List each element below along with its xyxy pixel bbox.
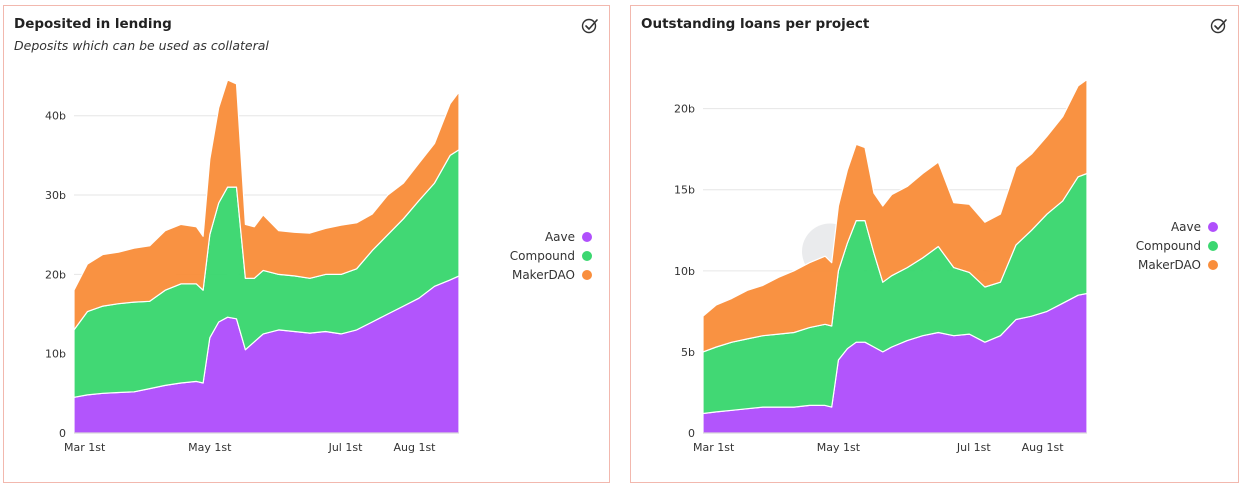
- legend-label[interactable]: Compound: [510, 249, 575, 263]
- legend-label[interactable]: MakerDAO: [1138, 258, 1201, 272]
- legend-swatch-compound[interactable]: [1208, 241, 1218, 251]
- legend-label[interactable]: Aave: [1171, 220, 1201, 234]
- area-series-makerdao[interactable]: [702, 78, 1088, 353]
- legend-label[interactable]: Compound: [1136, 239, 1201, 253]
- panel-subtitle: Deposits which can be used as collateral: [14, 38, 269, 53]
- chart-panel-loans: Outstanding loans per project 0 5b 10b 15b 2…: [630, 5, 1239, 483]
- x-tick-label: Aug 1st: [1022, 441, 1065, 454]
- legend-swatch-compound[interactable]: [582, 251, 592, 261]
- y-tick-label: 10b: [45, 348, 66, 361]
- y-tick-label: 15b: [674, 184, 695, 197]
- y-tick-label: 20b: [674, 103, 695, 116]
- x-tick-label: Mar 1st: [64, 441, 106, 454]
- y-tick-label: 10b: [674, 265, 695, 278]
- legend-label[interactable]: MakerDAO: [512, 268, 575, 282]
- y-tick-label: 5b: [681, 346, 695, 359]
- x-tick-label: May 1st: [188, 441, 232, 454]
- legend-swatch-makerdao[interactable]: [1208, 260, 1218, 270]
- x-tick-label: Jul 1st: [328, 441, 363, 454]
- area-series-makerdao[interactable]: [73, 79, 460, 331]
- x-tick-label: Aug 1st: [393, 441, 436, 454]
- legend-swatch-makerdao[interactable]: [582, 270, 592, 280]
- check-circle-icon[interactable]: [1210, 17, 1228, 35]
- x-tick-label: Jul 1st: [956, 441, 991, 454]
- y-tick-label: 0: [59, 427, 66, 440]
- panel-title: Outstanding loans per project: [641, 16, 870, 32]
- legend-label[interactable]: Aave: [545, 230, 575, 244]
- x-tick-label: May 1st: [817, 441, 861, 454]
- panel-title: Deposited in lending: [14, 16, 172, 32]
- x-tick-label: Mar 1st: [693, 441, 735, 454]
- legend-swatch-aave[interactable]: [1208, 222, 1218, 232]
- y-tick-label: 20b: [45, 268, 66, 281]
- y-tick-label: 30b: [45, 189, 66, 202]
- chart-panel-deposited: Deposited in lending Deposits which can …: [3, 5, 610, 483]
- legend-swatch-aave[interactable]: [582, 232, 592, 242]
- check-circle-icon[interactable]: [581, 17, 599, 35]
- y-tick-label: 0: [688, 427, 695, 440]
- y-tick-label: 40b: [45, 110, 66, 123]
